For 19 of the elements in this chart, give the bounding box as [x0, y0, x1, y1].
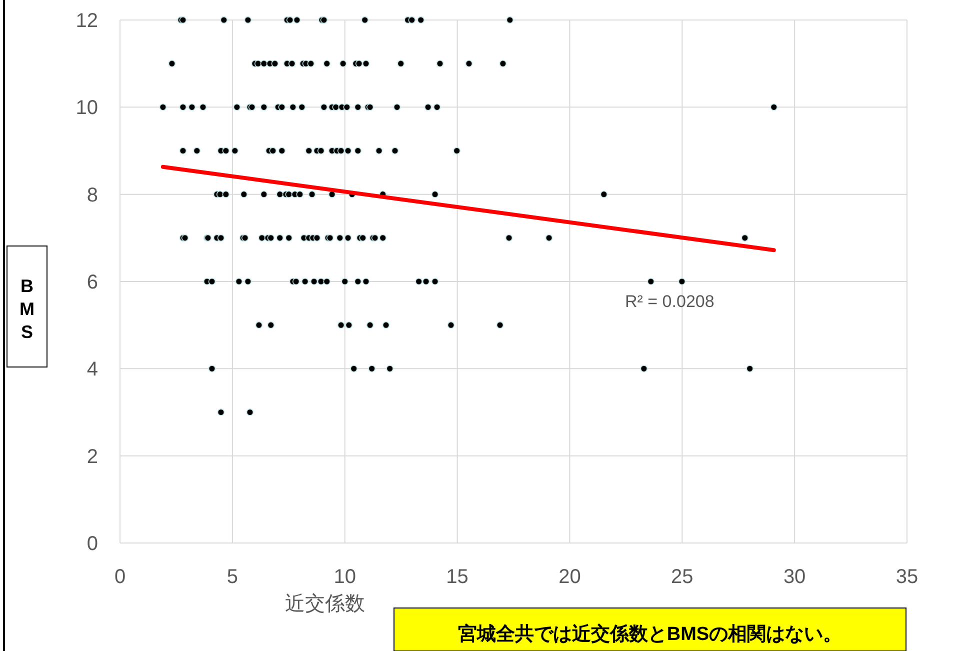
text: 宮城全共では近交係数とBMSの相関はない。	[458, 623, 842, 645]
x-axis-title: 近交係数	[285, 593, 365, 615]
x-tick-label: 15	[446, 566, 468, 588]
y-tick-label: 0	[86, 533, 98, 555]
y-tick-label: 4	[86, 358, 98, 381]
y-tick-label: 2	[86, 446, 98, 468]
x-tick-label: 10	[334, 566, 356, 588]
x-tick-label: 35	[896, 566, 918, 588]
x-tick-label: 30	[783, 566, 806, 588]
y-axis-title: BMS	[20, 276, 34, 342]
y-tick-label: 12	[76, 10, 98, 32]
annotation: R² = 0.0208	[625, 292, 714, 311]
x-tick-label: 5	[226, 566, 238, 588]
y-tick-label: 6	[86, 272, 98, 294]
x-tick-label: 25	[671, 566, 694, 588]
x-tick-label: 20	[558, 566, 581, 588]
y-tick-label: 8	[86, 184, 98, 206]
y-tick-label: 10	[76, 97, 98, 120]
x-tick-label: 0	[114, 566, 126, 588]
